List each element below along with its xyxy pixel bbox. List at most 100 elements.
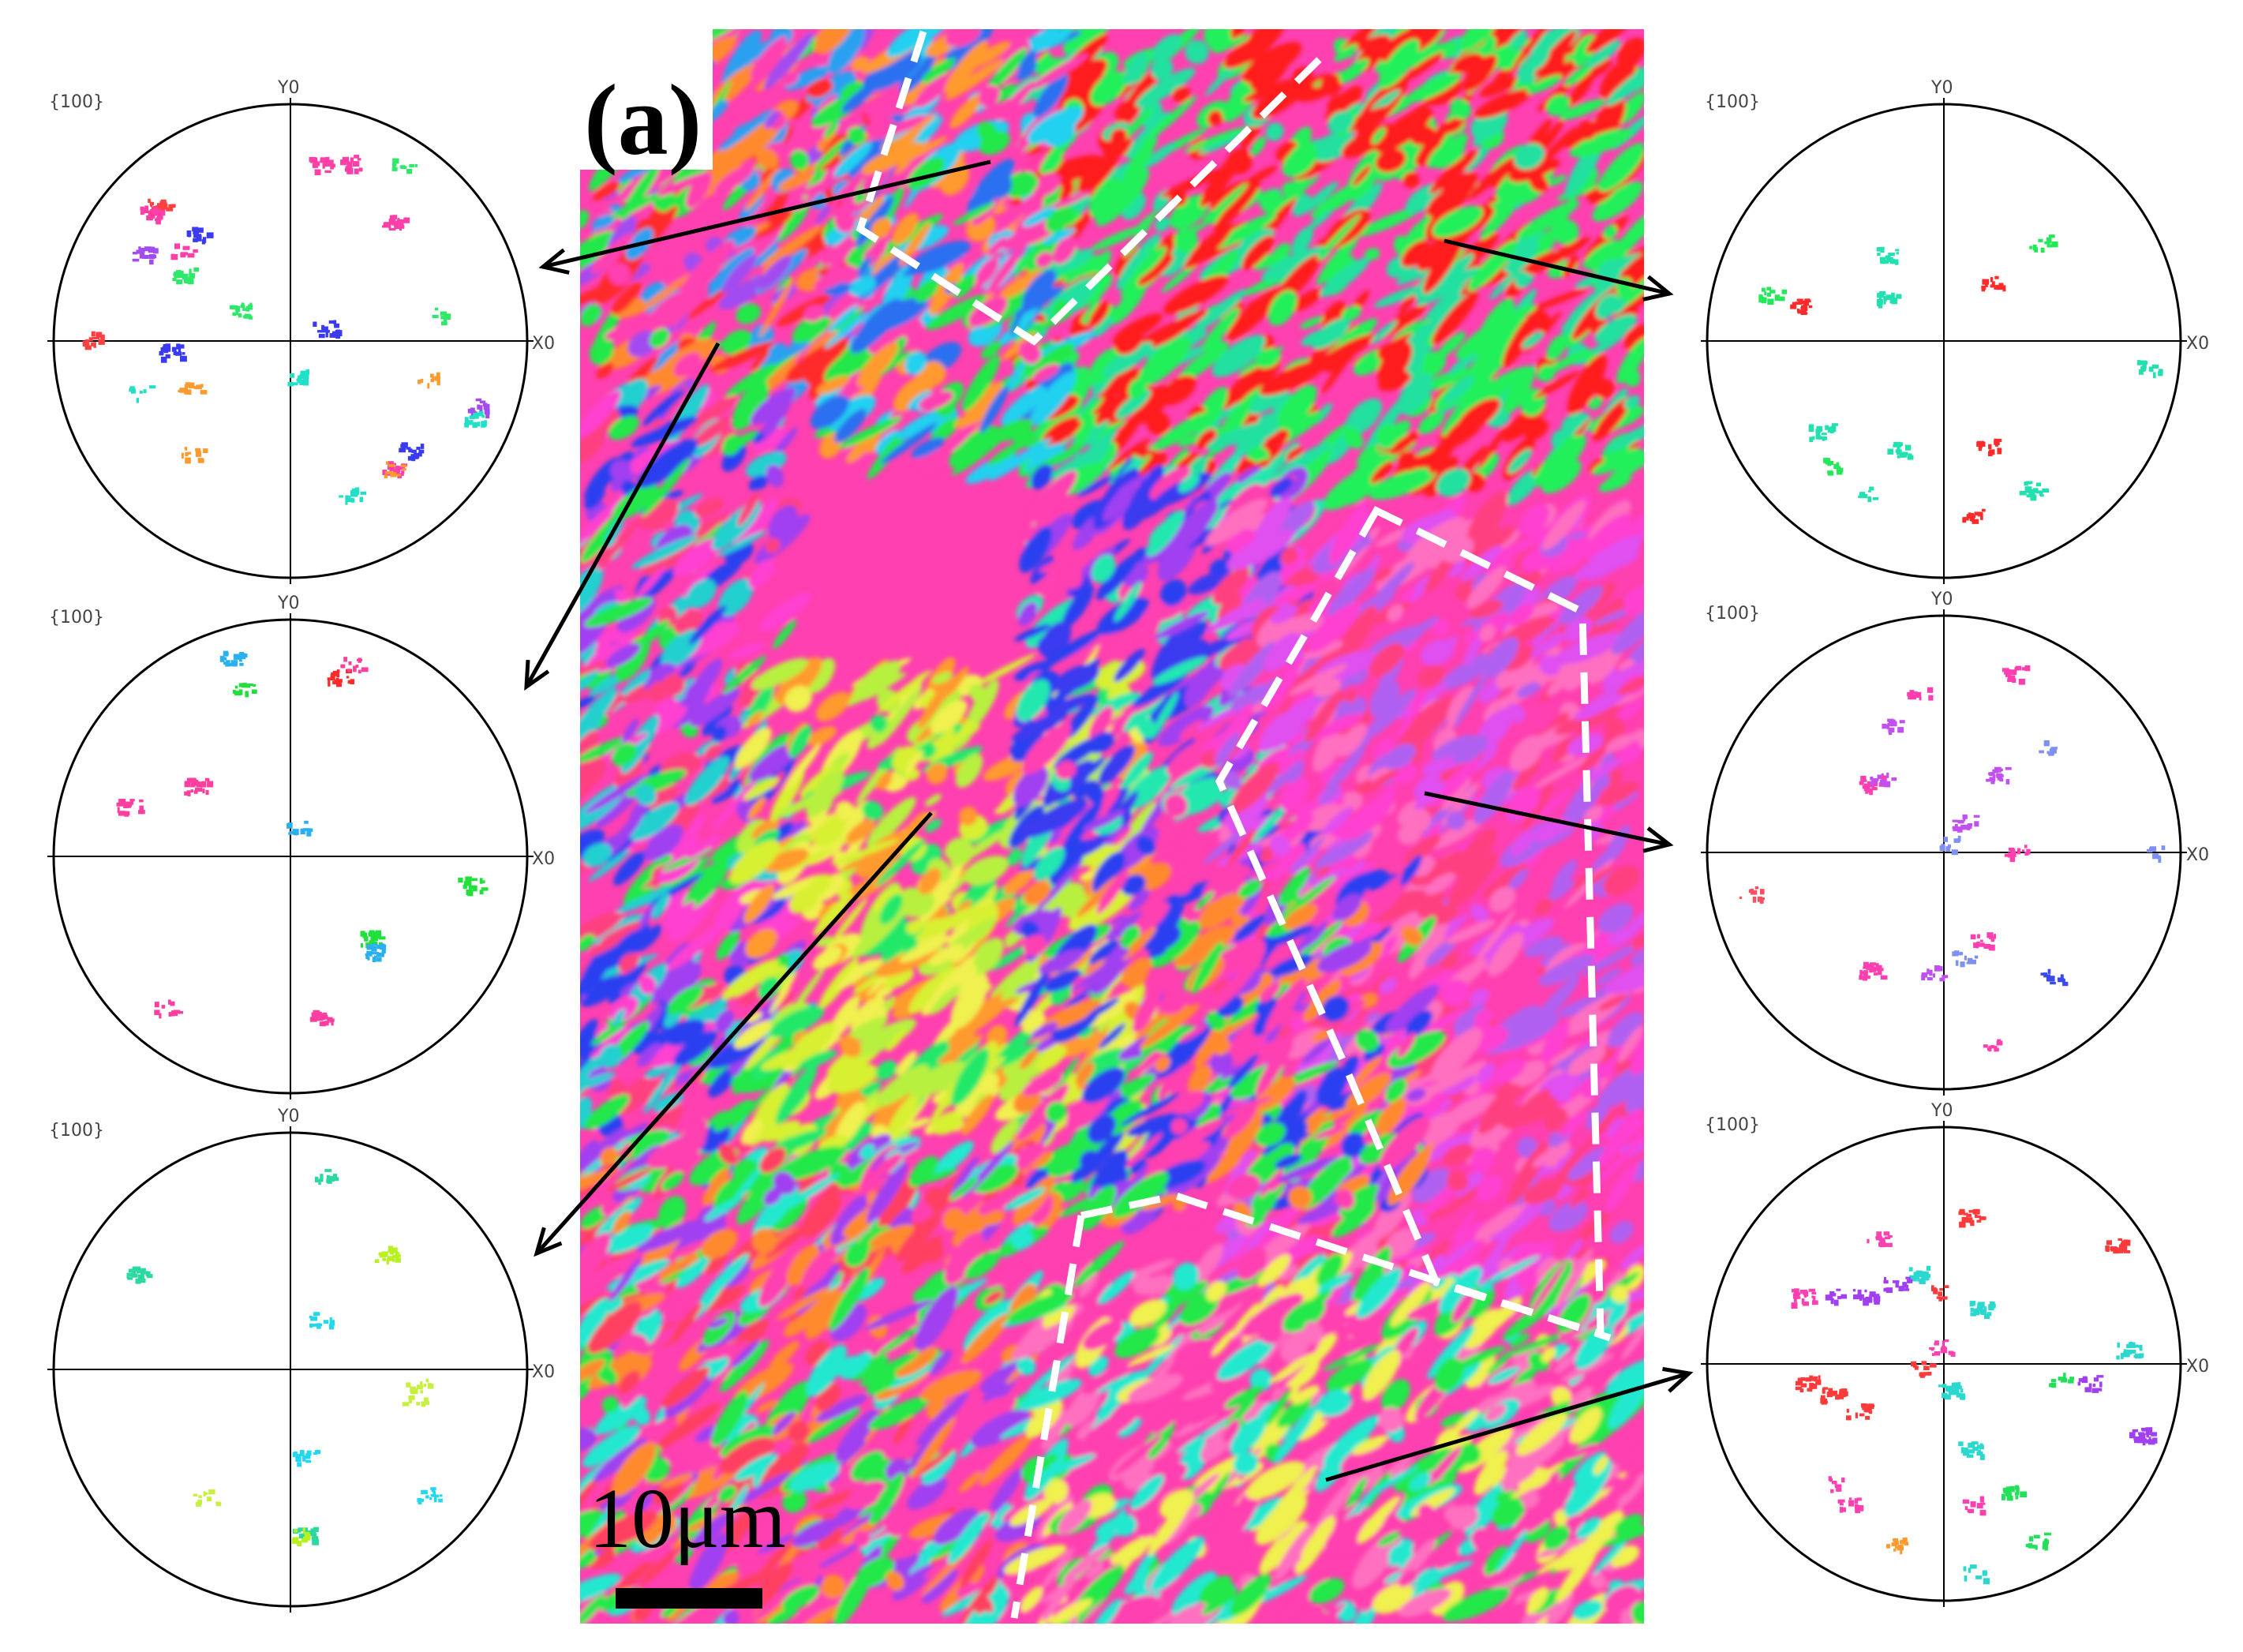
grain bbox=[1213, 182, 1260, 231]
grain bbox=[1213, 212, 1277, 250]
grain bbox=[1443, 253, 1474, 284]
grain bbox=[1019, 340, 1041, 364]
grain bbox=[1512, 29, 1556, 69]
grain bbox=[1265, 122, 1284, 141]
pole-spot bbox=[485, 412, 490, 419]
grain bbox=[753, 428, 788, 452]
grain bbox=[1474, 88, 1532, 119]
pole-spot bbox=[324, 326, 328, 333]
grain bbox=[1268, 290, 1297, 326]
grain bbox=[930, 417, 960, 444]
grain bbox=[1002, 218, 1060, 250]
grain bbox=[1401, 240, 1430, 268]
grain bbox=[1030, 54, 1088, 90]
grain bbox=[1300, 316, 1324, 329]
grain bbox=[1030, 29, 1071, 52]
pole-spot bbox=[182, 245, 190, 250]
pole-spot bbox=[434, 376, 440, 381]
grain bbox=[1005, 361, 1026, 394]
grain bbox=[611, 282, 642, 315]
grain bbox=[789, 150, 809, 170]
grain bbox=[1605, 418, 1644, 452]
grain bbox=[1567, 354, 1608, 414]
grain bbox=[1030, 372, 1077, 425]
grain bbox=[1300, 181, 1339, 215]
grain bbox=[1201, 307, 1240, 351]
grain bbox=[1502, 309, 1541, 368]
grain bbox=[863, 230, 890, 260]
grain bbox=[671, 288, 696, 328]
grain bbox=[998, 269, 1043, 300]
pole-spot bbox=[146, 217, 153, 221]
grain bbox=[1467, 156, 1515, 200]
grain bbox=[1406, 73, 1462, 103]
pole-spot bbox=[195, 448, 201, 451]
pole-spot bbox=[287, 381, 294, 387]
pole-spot bbox=[391, 167, 398, 171]
grain bbox=[715, 109, 773, 154]
grain bbox=[882, 264, 915, 313]
grain bbox=[1110, 128, 1128, 145]
grain bbox=[1088, 301, 1110, 328]
grain bbox=[1452, 53, 1484, 74]
grain bbox=[1613, 298, 1627, 314]
grain bbox=[874, 430, 901, 455]
grain bbox=[1432, 290, 1478, 345]
pole-spot bbox=[156, 214, 163, 220]
grain bbox=[907, 391, 932, 410]
grain bbox=[907, 157, 945, 190]
pole-spot bbox=[346, 162, 353, 168]
grain bbox=[1526, 44, 1550, 71]
grain bbox=[648, 764, 665, 777]
grain bbox=[1369, 89, 1401, 113]
grain bbox=[1456, 398, 1500, 433]
pole-spot bbox=[149, 257, 155, 260]
pole-spot bbox=[339, 495, 343, 498]
grain bbox=[1113, 72, 1157, 133]
pole-spot bbox=[401, 472, 404, 476]
grain bbox=[1416, 267, 1480, 306]
grain bbox=[764, 32, 814, 89]
pole-spot bbox=[242, 308, 246, 311]
grain bbox=[1441, 46, 1458, 60]
grain bbox=[716, 930, 740, 961]
grain bbox=[1334, 43, 1359, 62]
grain bbox=[1200, 146, 1247, 208]
pole-spot bbox=[309, 156, 316, 163]
grain bbox=[1290, 288, 1323, 312]
grain bbox=[1286, 447, 1303, 461]
grain bbox=[1114, 96, 1134, 116]
grain bbox=[1237, 228, 1275, 257]
grain bbox=[1078, 396, 1104, 421]
grain bbox=[779, 174, 814, 192]
pole-spot bbox=[181, 452, 184, 459]
grain bbox=[650, 328, 670, 348]
pole-spot bbox=[160, 199, 167, 203]
grain bbox=[1259, 359, 1327, 396]
pole-spot bbox=[132, 252, 138, 255]
grain bbox=[1594, 258, 1622, 292]
grain bbox=[1196, 429, 1216, 449]
grain bbox=[1526, 74, 1563, 95]
grain bbox=[1041, 228, 1076, 245]
grain bbox=[781, 71, 799, 86]
grain bbox=[1089, 347, 1124, 384]
pole-spot bbox=[136, 398, 139, 403]
grain bbox=[1320, 73, 1342, 96]
grain bbox=[1174, 228, 1199, 253]
pole-spot bbox=[160, 356, 167, 363]
pole-spot bbox=[313, 321, 317, 327]
grain bbox=[861, 142, 923, 174]
grain bbox=[605, 328, 625, 341]
pole-spot bbox=[346, 496, 351, 500]
pole-spot bbox=[148, 210, 152, 215]
pole-spot bbox=[481, 415, 485, 418]
grain bbox=[1081, 445, 1107, 465]
grain bbox=[803, 305, 826, 322]
pole-spot bbox=[354, 155, 360, 159]
pole-spot bbox=[182, 352, 185, 355]
grain bbox=[1462, 336, 1514, 391]
pole-spot bbox=[360, 491, 366, 495]
grain bbox=[785, 338, 852, 383]
grain bbox=[1277, 384, 1317, 430]
